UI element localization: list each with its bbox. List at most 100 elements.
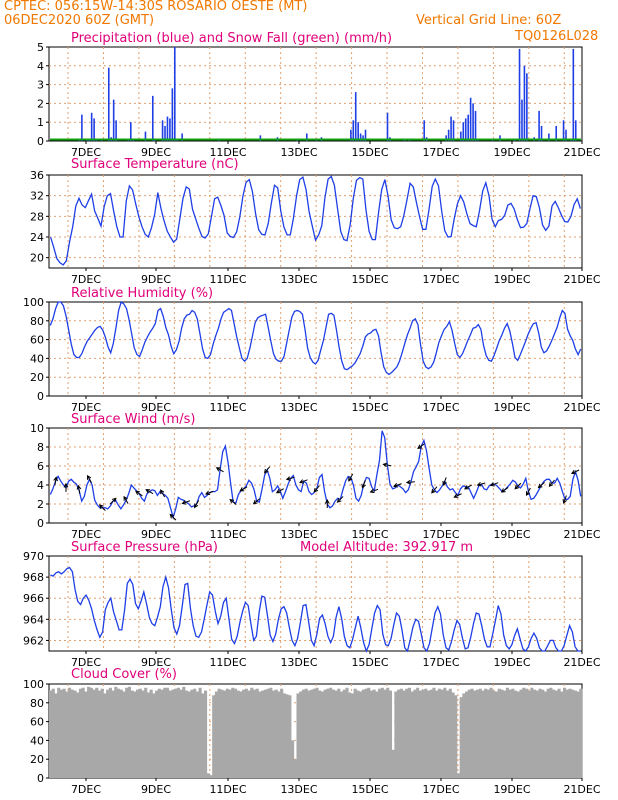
precip-bar <box>574 120 577 141</box>
precip-bar <box>144 131 147 141</box>
pressure-title: Surface Pressure (hPa) <box>71 540 218 555</box>
x-tick-label: 13DEC <box>280 273 317 286</box>
wind-vector-arrow <box>525 487 531 497</box>
wind-vector-arrow <box>239 486 248 492</box>
precip-bar <box>166 116 169 141</box>
x-tick-label: 21DEC <box>563 783 600 796</box>
precip-bar <box>469 97 472 141</box>
precip-bar <box>259 135 262 141</box>
cloud-bar <box>514 690 518 778</box>
cloud-bar <box>116 688 121 778</box>
y-tick-label: 1 <box>37 116 44 129</box>
cloud-bar <box>524 688 529 778</box>
x-tick-label: 7DEC <box>71 401 101 414</box>
cloud-bar <box>448 688 452 778</box>
cloud-bar <box>266 688 270 778</box>
wind-vector-arrow <box>369 488 379 494</box>
cloud-bar <box>492 690 496 778</box>
cloud-bar <box>345 687 349 778</box>
cloud-bar <box>473 690 477 778</box>
wind-vector-arrow <box>382 462 392 468</box>
cloud-bar <box>282 693 286 778</box>
cloud-bar <box>233 688 238 778</box>
cloud-bar <box>206 773 210 778</box>
precip-bar <box>173 47 176 141</box>
precip-bar <box>352 120 355 141</box>
cloud-bar <box>388 690 393 778</box>
cloud-bar <box>486 689 490 778</box>
cloud-bar <box>456 773 461 778</box>
cloud-bar <box>511 688 515 778</box>
precip-bar <box>354 92 357 141</box>
cloud-bar <box>291 740 295 778</box>
cloud-bar <box>247 690 251 778</box>
precip-bar <box>88 140 91 141</box>
cloud-bar <box>516 691 520 778</box>
cloud-bar <box>440 689 444 778</box>
cloud-bar <box>301 689 306 778</box>
cloud-bar <box>250 687 254 778</box>
cloud-bar <box>141 690 145 778</box>
precip-bar <box>565 129 567 141</box>
cloud-bar <box>380 687 384 778</box>
precip-bar <box>386 112 389 141</box>
precip-bar <box>499 135 501 141</box>
header-run-time: 06DEC2020 60Z (GMT) <box>4 13 155 28</box>
cloud-bar <box>212 695 216 778</box>
cloud-bar <box>214 691 219 778</box>
cloud-bar <box>418 690 422 778</box>
wind-vector-arrow <box>252 498 261 505</box>
cloud-bar <box>571 689 575 778</box>
wind-vector-arrow <box>76 484 82 494</box>
y-tick-label: 40 <box>30 734 44 747</box>
cloud-bar <box>573 690 577 778</box>
x-tick-label: 9DEC <box>141 528 171 541</box>
y-tick-label: 60 <box>30 334 44 347</box>
cloud-bar <box>339 691 344 778</box>
cloud-bar <box>342 689 346 778</box>
cloud-bar <box>568 688 572 778</box>
y-tick-label: 4 <box>37 479 44 492</box>
x-tick-label: 7DEC <box>71 656 101 669</box>
precip-bar <box>474 110 477 141</box>
cloud-bar <box>386 687 390 778</box>
x-tick-label: 21DEC <box>563 528 600 541</box>
cloud-bar <box>533 689 537 778</box>
wind-vector-arrow <box>86 474 92 484</box>
cloud-bar <box>451 692 455 778</box>
cloud-bar <box>106 689 110 778</box>
plot-frame <box>48 301 583 397</box>
wind-vector-arrow <box>299 479 308 484</box>
precip-bar <box>491 140 494 141</box>
precip-bar <box>112 99 115 141</box>
cloud-bar <box>364 688 368 778</box>
cloud-bar <box>195 691 199 778</box>
cloud-bar <box>209 775 213 778</box>
cloud-bar <box>475 689 480 778</box>
wind-vector-arrow <box>145 489 154 495</box>
cloud-bar <box>144 687 148 778</box>
cloud-bar <box>274 689 278 778</box>
y-tick-label: 40 <box>30 352 44 365</box>
humidity-title: Relative Humidity (%) <box>71 286 213 301</box>
x-tick-label: 9DEC <box>141 401 171 414</box>
wind-vector-arrow <box>109 497 117 505</box>
wind-vector-arrow <box>204 490 214 496</box>
cloud-bar <box>318 690 322 778</box>
cloud-bar <box>454 695 458 778</box>
precip-bar <box>151 95 154 141</box>
cloud-bar <box>494 691 499 778</box>
cloud-bar <box>62 688 66 778</box>
cloud-bar <box>489 687 493 778</box>
precip-bar <box>464 118 467 141</box>
cloud-bar <box>424 688 428 778</box>
cloud-bar <box>111 690 115 778</box>
cloud-bar <box>165 687 170 778</box>
cloud-bar <box>70 689 74 778</box>
cloud-bar <box>299 691 303 778</box>
wind-vector-arrow <box>562 495 567 504</box>
cloud-bar <box>437 688 441 778</box>
wind-vector-arrow <box>63 482 69 492</box>
wind-vector-arrow <box>463 484 473 490</box>
